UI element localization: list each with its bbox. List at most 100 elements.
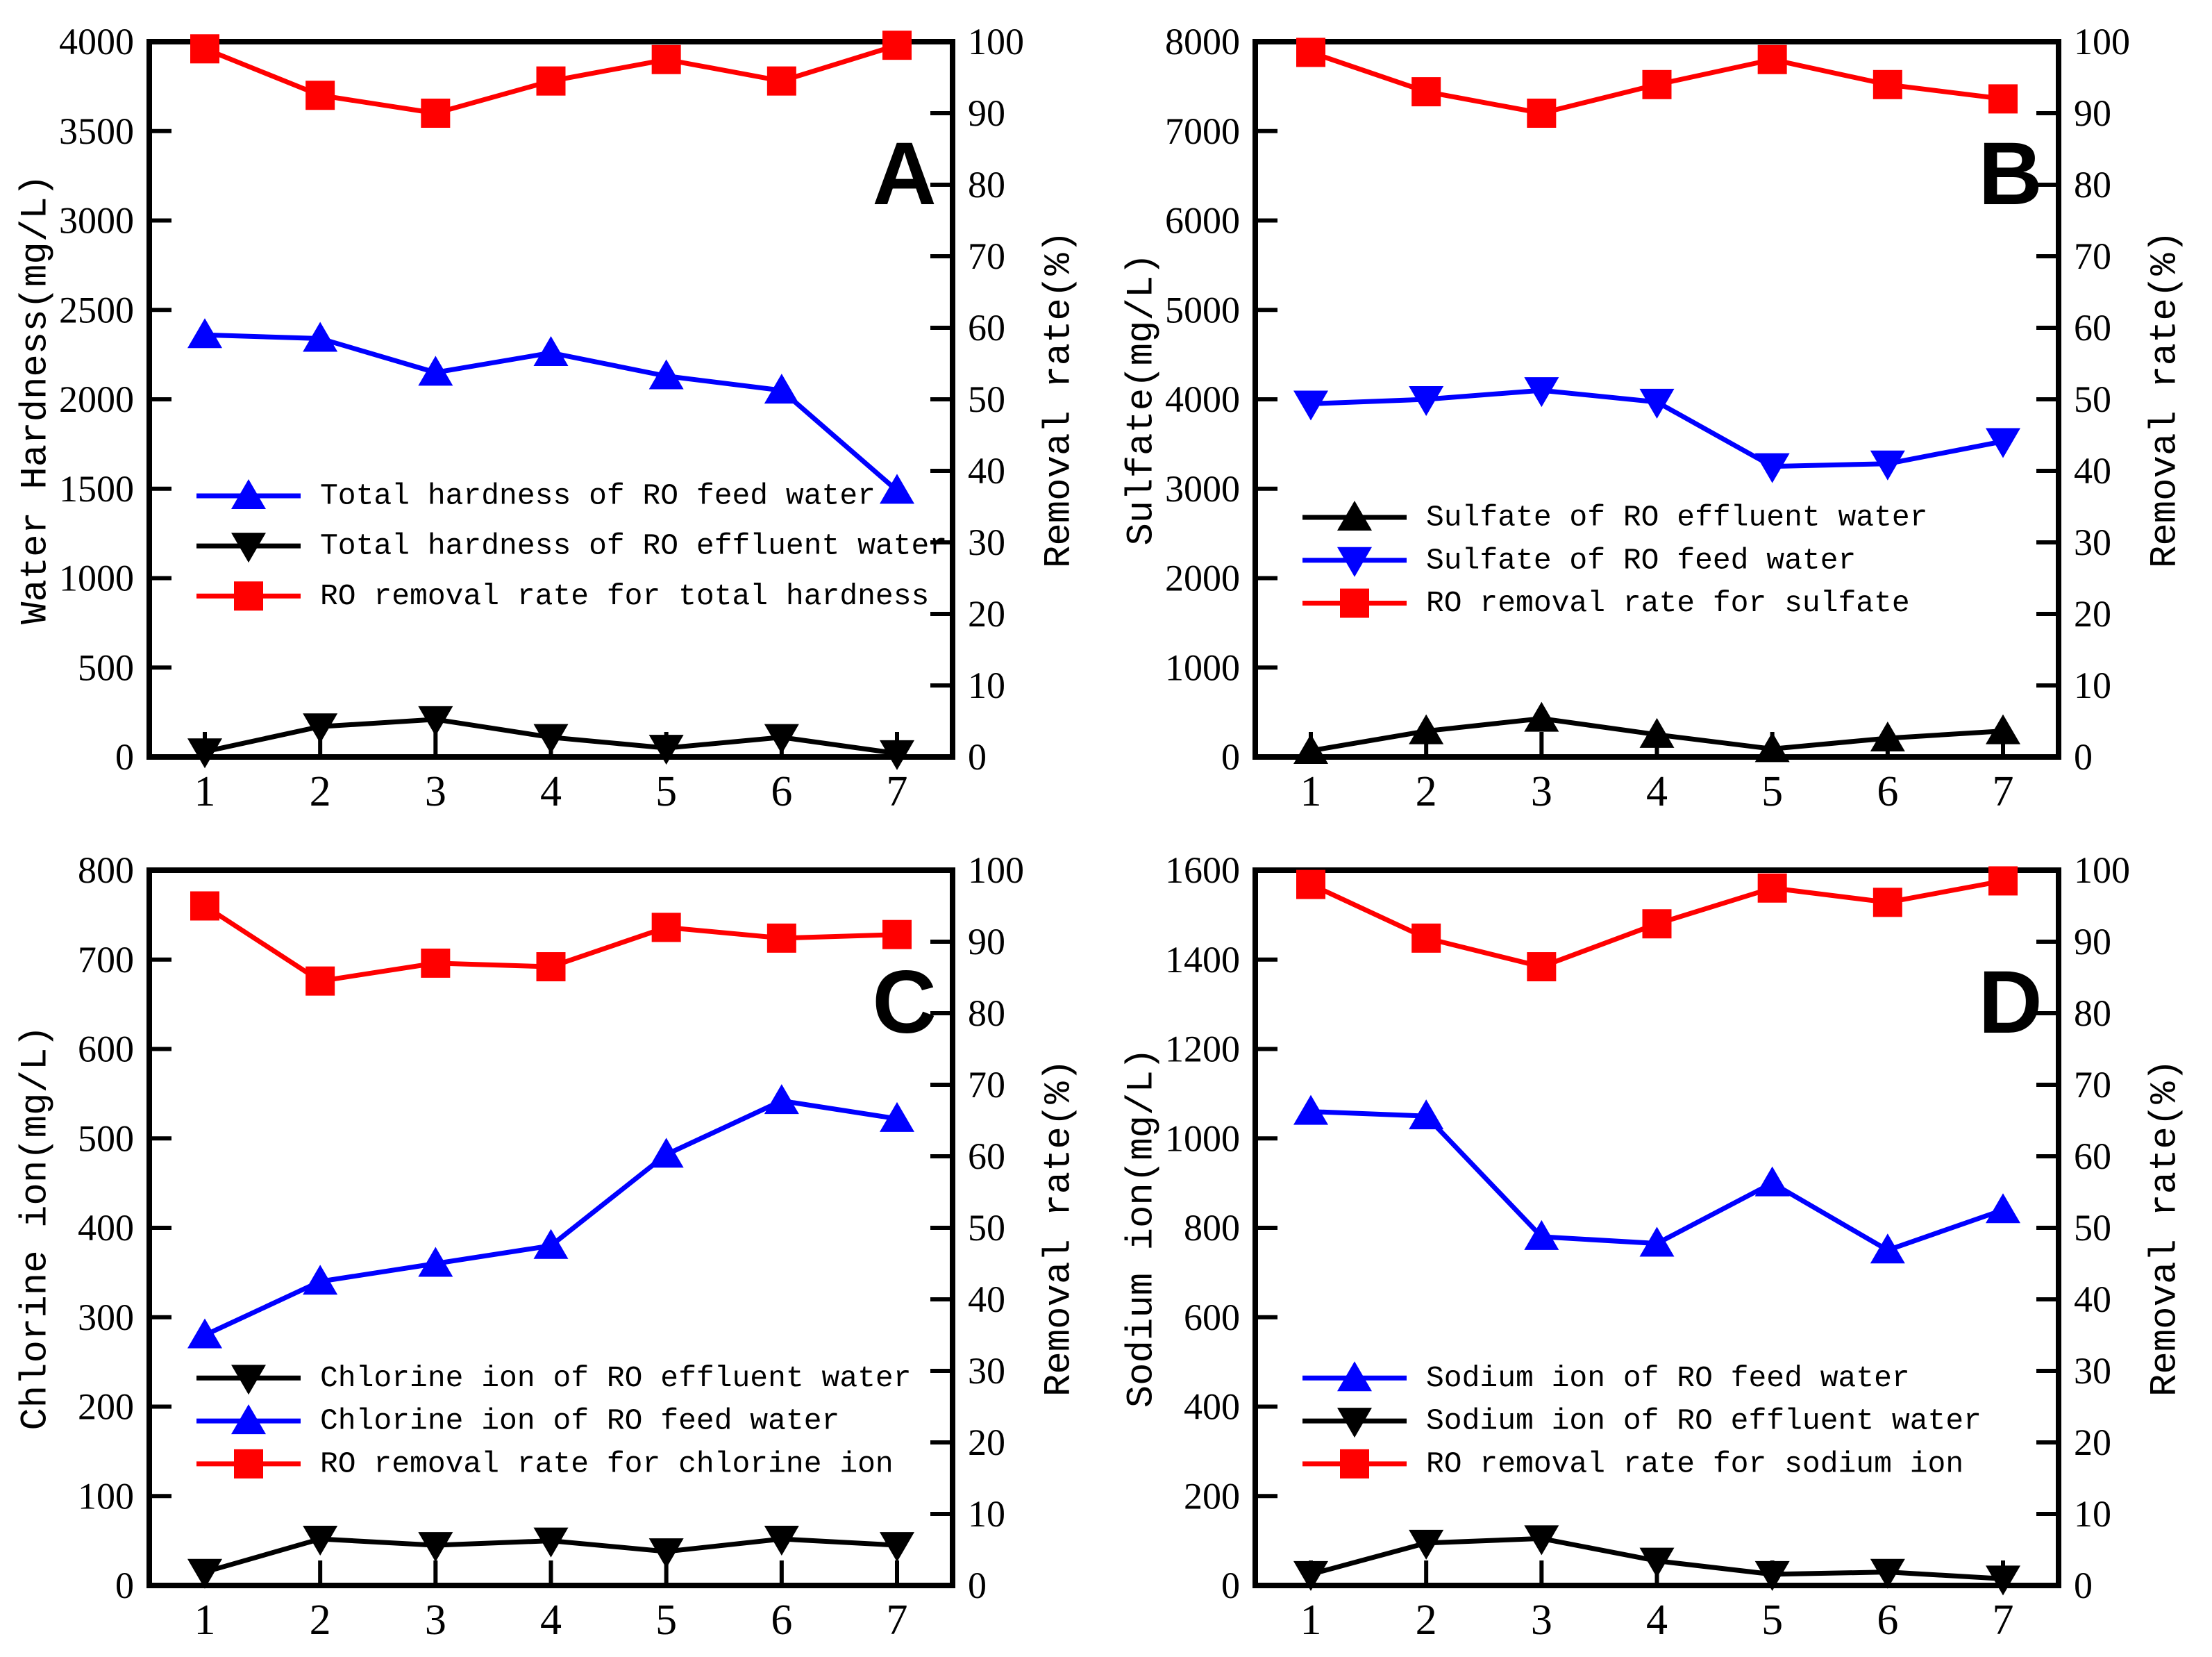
- x-axis-tick-label: 7: [887, 768, 908, 815]
- series-marker-triangle-down-s1: [1986, 1565, 2020, 1596]
- x-axis-tick-label: 4: [1646, 1597, 1668, 1644]
- y-axis-tick-label-left: 0: [1221, 1565, 1240, 1606]
- x-axis-tick-label: 7: [887, 1597, 908, 1644]
- legend-item: RO removal rate for chlorine ion: [196, 1447, 894, 1481]
- legend-item: RO removal rate for sodium ion: [1302, 1447, 1963, 1481]
- x-axis-tick-label: 7: [1993, 768, 2014, 815]
- y-axis-tick-label-left: 2500: [59, 289, 134, 331]
- series-marker-triangle-up-s0: [1293, 1094, 1328, 1125]
- y-axis-tick-label-right: 30: [968, 522, 1005, 563]
- y-axis-tick-label-right: 50: [968, 378, 1005, 420]
- series-marker-triangle-up-s0: [1754, 1166, 1790, 1197]
- x-axis-tick-label: 1: [1300, 1597, 1322, 1644]
- y-axis-tick-label-left: 8000: [1165, 21, 1240, 63]
- series-marker-triangle-up-s0: [418, 356, 453, 386]
- y-axis-tick-label-left: 4000: [1165, 378, 1240, 420]
- series-marker-square-s2: [651, 44, 681, 74]
- y-axis-tick-label-left: 1400: [1165, 939, 1240, 981]
- y-axis-tick-label-right: 0: [968, 736, 987, 778]
- legend-label: Chlorine ion of RO effluent water: [320, 1361, 912, 1395]
- legend-item: Chlorine ion of RO feed water: [196, 1404, 839, 1438]
- x-axis-tick-label: 5: [1761, 1597, 1783, 1644]
- legend-item: RO removal rate for sulfate: [1302, 586, 1910, 620]
- series-marker-triangle-down-s0: [418, 1532, 453, 1563]
- series-marker-triangle-up-s0: [1409, 714, 1444, 744]
- x-axis-tick-label: 4: [540, 768, 562, 815]
- series-marker-square-s2: [305, 966, 335, 996]
- y-axis-tick-label-right: 10: [2074, 665, 2111, 706]
- series-marker-square-s2: [1527, 99, 1557, 128]
- y-axis-tick-label-right: 100: [968, 849, 1024, 891]
- series-marker-triangle-down-s1: [1754, 453, 1790, 483]
- y-axis-tick-label-right: 70: [968, 1064, 1005, 1106]
- y-axis-tick-label-right: 40: [968, 1279, 1005, 1320]
- series-marker-triangle-down-s0: [764, 1526, 799, 1556]
- series-marker-triangle-up-s1: [303, 1265, 338, 1295]
- plot-border: [146, 867, 955, 1588]
- series-marker-square-s2: [1411, 923, 1441, 953]
- series-marker-triangle-up-s0: [1986, 714, 2020, 744]
- series-marker-triangle-down-legend: [231, 1365, 266, 1395]
- y-axis-tick-label-right: 10: [968, 665, 1005, 706]
- y-axis-tick-label-left: 400: [1184, 1386, 1240, 1428]
- y-axis-tick-label-left: 6000: [1165, 200, 1240, 242]
- y-axis-tick-label-right: 90: [2074, 921, 2111, 963]
- x-axis-tick-label: 2: [310, 1597, 331, 1644]
- series-marker-triangle-down-s0: [533, 1527, 569, 1558]
- x-axis-tick-label: 2: [1416, 768, 1437, 815]
- legend-item: Total hardness of RO feed water: [196, 479, 875, 513]
- chart-sodium-ion: 0 200 400 600 800 1000 1200 1400 1600 0 10 20 30 40 50…: [1121, 849, 2187, 1644]
- legend-label: Sulfate of RO feed water: [1426, 543, 1856, 577]
- y-axis-tick-label-left: 4000: [59, 21, 134, 63]
- y-axis-tick-label-left: 600: [78, 1029, 134, 1070]
- y-axis-tick-label-left: 700: [78, 939, 134, 981]
- series-marker-triangle-up-s0: [533, 336, 569, 367]
- series-marker-triangle-up-s0: [764, 374, 799, 404]
- legend-item: Sodium ion of RO effluent water: [1302, 1404, 1981, 1438]
- series-marker-triangle-up-s0: [1754, 732, 1790, 763]
- y-axis-tick-label-right: 80: [968, 164, 1005, 206]
- y-axis-title-left: Sulfate(mg/L): [1121, 253, 1164, 545]
- series-marker-square-s2: [1527, 952, 1557, 982]
- y-axis-tick-label-right: 0: [2074, 736, 2093, 778]
- y-axis-tick-label-right: 80: [2074, 992, 2111, 1034]
- y-axis-tick-label-right: 20: [968, 593, 1005, 635]
- series-marker-square-s2: [536, 952, 566, 982]
- x-axis-tick-label: 4: [1646, 768, 1668, 815]
- y-axis-tick-label-right: 100: [968, 21, 1024, 63]
- series-marker-triangle-down-s1: [1639, 388, 1675, 419]
- series-marker-square-s2: [421, 99, 451, 128]
- series-marker-triangle-down-s1: [1524, 377, 1559, 408]
- y-axis-tick-label-right: 60: [2074, 307, 2111, 349]
- series-marker-square-s2: [651, 913, 681, 942]
- y-axis-tick-label-right: 10: [968, 1493, 1005, 1535]
- y-axis-title-right: Removal rate(%): [2145, 1059, 2187, 1397]
- series-marker-square-s2: [536, 66, 566, 96]
- y-axis-tick-label-right: 50: [2074, 378, 2111, 420]
- x-axis-tick-label: 3: [1531, 768, 1552, 815]
- y-axis-tick-label-right: 90: [2074, 92, 2111, 134]
- y-axis-tick-label-right: 90: [968, 92, 1005, 134]
- series-marker-triangle-up-s1: [533, 1229, 569, 1259]
- series-marker-triangle-down-s1: [880, 740, 914, 770]
- y-axis-tick-label-left: 500: [78, 647, 134, 688]
- series-marker-triangle-up-s1: [187, 1318, 222, 1349]
- x-axis-tick-label: 2: [1416, 1597, 1437, 1644]
- series-marker-triangle-up-s0: [1870, 721, 1905, 751]
- panel-letter: B: [1978, 124, 2042, 224]
- y-axis-title-right: Removal rate(%): [2145, 231, 2187, 568]
- chart-water-hardness: 0 500 1000 1500 2000 2500 3000 3500 4000 0 10 20 30 4…: [15, 21, 1081, 815]
- y-axis-tick-label-right: 40: [2074, 1279, 2111, 1320]
- y-axis-tick-label-left: 3500: [59, 110, 134, 152]
- legend-item: Sulfate of RO effluent water: [1302, 500, 1928, 534]
- y-axis-tick-label-left: 1000: [1165, 1117, 1240, 1159]
- y-axis-tick-label-right: 80: [2074, 164, 2111, 206]
- series-marker-square-s2: [766, 66, 796, 96]
- y-axis-tick-label-left: 7000: [1165, 110, 1240, 152]
- y-axis-tick-label-right: 70: [968, 235, 1005, 277]
- panel-letter: A: [872, 124, 936, 224]
- series-marker-triangle-up-s0: [1639, 1226, 1675, 1257]
- legend-item: Chlorine ion of RO effluent water: [196, 1361, 912, 1395]
- legend-item: RO removal rate for total hardness: [196, 579, 929, 613]
- plot-border: [1252, 867, 2061, 1588]
